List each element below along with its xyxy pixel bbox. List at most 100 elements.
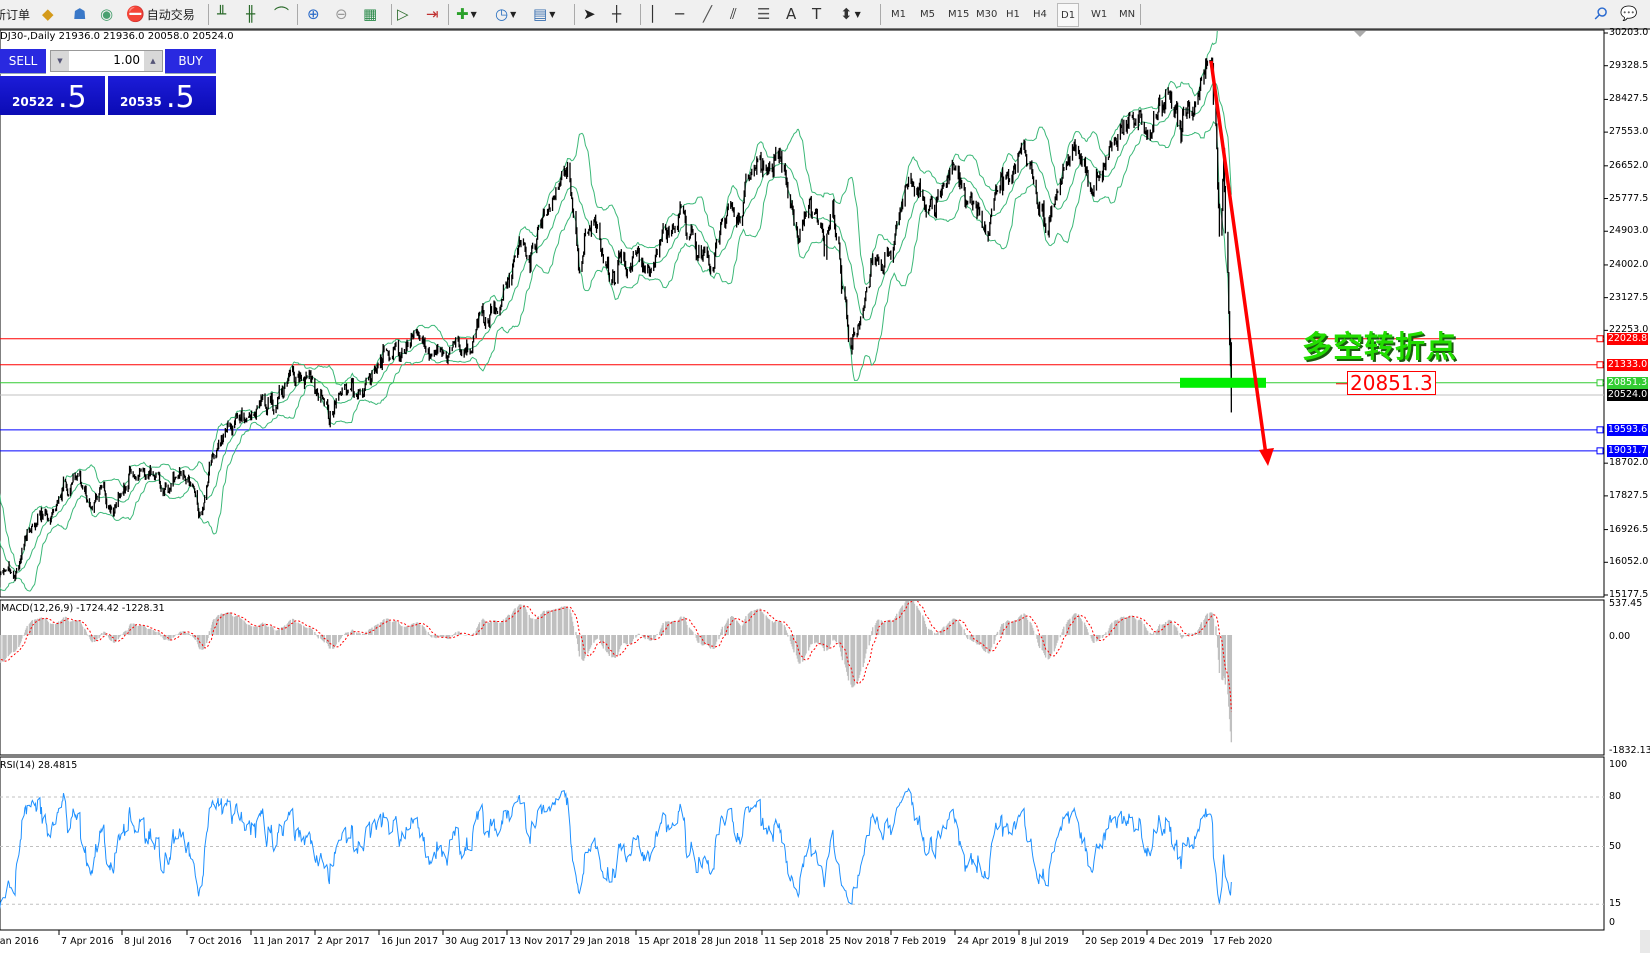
volume-decrease-button[interactable]: ▼ [51, 51, 69, 71]
zoom-out-icon[interactable]: ⊖ [335, 3, 348, 25]
date-axis-label: 7 Apr 2016 [61, 936, 114, 947]
auto-trading-button[interactable]: ⛔ 自动交易 [126, 3, 195, 25]
annotation-text[interactable]: 多空转折点 [1302, 330, 1457, 365]
bar-chart-icon[interactable]: ╨ [217, 3, 226, 25]
tile-windows-icon[interactable]: ▦ [363, 3, 377, 25]
accounts-icon[interactable]: ☗ [73, 3, 86, 25]
line-chart-icon[interactable]: ⌒ [274, 3, 289, 25]
vertical-line-icon[interactable]: │ [648, 3, 657, 25]
level-handle[interactable] [1596, 335, 1604, 343]
date-axis-label: 4 Dec 2019 [1149, 936, 1204, 947]
volume-increase-button[interactable]: ▲ [144, 51, 162, 71]
dropdown-arrow-icon[interactable]: ▼ [470, 9, 477, 19]
level-handle[interactable] [1596, 379, 1604, 387]
text-label-icon[interactable]: T [812, 3, 821, 25]
bollinger-lower [0, 120, 1232, 592]
level-price-label: 20524.0 [1607, 389, 1648, 402]
chart-title: DJ30-,Daily 21936.0 21936.0 20058.0 2052… [0, 31, 234, 42]
date-axis-label: 16 Jun 2017 [381, 936, 439, 947]
level-handle[interactable] [1596, 426, 1604, 434]
zoom-in-icon: ⊕ [307, 5, 320, 23]
annotation-price-label[interactable]: 20851.3 [1347, 371, 1436, 395]
chart-shift-marker[interactable] [1354, 31, 1366, 37]
price-axis-label: 24903.0 [1609, 225, 1649, 237]
macd-series [0, 601, 1233, 743]
down-arrow[interactable] [1209, 60, 1268, 456]
templates-icon[interactable]: ▤ ▼ [533, 3, 555, 25]
arrows-icon[interactable]: ⬍ ▼ [840, 3, 861, 25]
equidistant-channel-icon[interactable]: ⫽ [730, 3, 737, 25]
crosshair-icon[interactable]: ┼ [612, 3, 621, 25]
date-axis-label: 24 Apr 2019 [957, 936, 1016, 947]
macd-axis-label: 0.00 [1609, 631, 1631, 642]
dropdown-arrow-icon[interactable]: ▼ [510, 9, 517, 19]
text-icon[interactable]: A [786, 3, 796, 25]
timeframe-m1[interactable]: M1 [891, 8, 906, 20]
trendline-icon[interactable]: ╱ [703, 3, 712, 25]
timeframe-m30[interactable]: M30 [976, 8, 998, 20]
sell-price-box[interactable]: 20522 .5 [0, 76, 105, 115]
main-panel-frame [0, 29, 1605, 598]
price-axis-label: 15177.5 [1609, 589, 1649, 600]
price-axis-label: 16926.5 [1609, 523, 1649, 535]
periods-icon: ◷ [495, 5, 509, 23]
timeframe-h1[interactable]: H1 [1006, 8, 1020, 20]
periods-icon[interactable]: ◷ ▼ [495, 3, 516, 25]
level-handle[interactable] [1596, 361, 1604, 369]
signals-icon[interactable]: ◉ [100, 3, 113, 25]
one-click-trading-panel: SELL ▼ 1.00 ▲ BUY 20522 .5 20535 .5 [0, 49, 216, 115]
price-bars [0, 57, 1232, 582]
line-chart-icon: ⌒ [274, 5, 290, 23]
gold-icon[interactable]: ◆ [42, 3, 54, 25]
auto-scroll-icon: ▷ [397, 5, 409, 23]
timeframe-d1[interactable]: D1 [1057, 3, 1080, 27]
pivot-zone-rectangle[interactable] [1180, 377, 1266, 388]
dropdown-arrow-icon[interactable]: ▼ [854, 9, 861, 19]
new-order-button[interactable]: 新订单 [0, 3, 30, 25]
toolbar: 新订单 ◆ ☗ ◉ ⛔ 自动交易 ╨ ╫ ⌒ ⊕ ⊖ ▦ ▷ ⇥ ✚ ▼ ◷ ▼ ▤ ▼ ➤ ┼ │ ─ ╱ ⫽ ☰ A T ⬍ ▼ M1 M5… [0, 0, 1650, 30]
dropdown-arrow-icon[interactable]: ▼ [549, 9, 556, 19]
level-handle[interactable] [1596, 447, 1604, 455]
auto-scroll-icon[interactable]: ▷ [397, 3, 409, 25]
date-axis-label: 8 Jul 2019 [1021, 936, 1069, 947]
annotation-objects [1180, 60, 1347, 466]
horizontal-line-icon[interactable]: ─ [675, 3, 684, 25]
timeframe-m5[interactable]: M5 [920, 8, 935, 20]
fibonacci-icon: ☰ [757, 5, 771, 23]
indicators-icon[interactable]: ✚ ▼ [456, 3, 477, 25]
rsi-axis-label: 15 [1609, 898, 1622, 910]
price-axis-label: 16052.0 [1609, 556, 1649, 568]
price-axis-label: 25777.5 [1609, 192, 1649, 204]
candlestick-icon[interactable]: ╫ [246, 3, 255, 25]
macd-axis-label: 537.45 [1609, 597, 1643, 609]
timeframe-mn[interactable]: MN [1119, 8, 1136, 20]
rsi-axis-label: 0 [1609, 917, 1616, 928]
fibonacci-icon[interactable]: ☰ [757, 3, 770, 25]
timeframe-m15[interactable]: M15 [948, 8, 970, 20]
date-axis-ticks [58, 930, 1212, 935]
timeframe-w1[interactable]: W1 [1091, 8, 1108, 20]
buy-price-box[interactable]: 20535 .5 [108, 76, 216, 115]
volume-stepper[interactable]: ▼ 1.00 ▲ [50, 50, 163, 72]
toolbar-separator [208, 4, 209, 25]
price-axis-label: 23127.5 [1609, 291, 1649, 303]
date-axis-label: 7 Oct 2016 [189, 936, 242, 947]
rsi-axis-label: 50 [1609, 840, 1622, 852]
sell-button[interactable]: SELL [0, 49, 46, 74]
timeframe-h4[interactable]: H4 [1033, 8, 1047, 20]
panel-frames [0, 29, 1650, 953]
buy-button[interactable]: BUY [165, 49, 216, 74]
date-axis-label: 28 Jun 2018 [701, 936, 759, 947]
cursor-icon[interactable]: ➤ [583, 3, 596, 25]
zoom-in-icon[interactable]: ⊕ [307, 3, 320, 25]
chart-shift-icon[interactable]: ⇥ [426, 3, 439, 25]
arrows-icon: ⬍ [840, 5, 853, 23]
vertical-line-icon: │ [648, 5, 658, 23]
sell-price-main: 20522 [12, 95, 54, 109]
chat-icon[interactable]: 💬 [1620, 6, 1638, 22]
price-axis-label: 18702.0 [1609, 457, 1649, 469]
price-axis-label: 26652.0 [1609, 159, 1649, 171]
price-axis-label: 24002.0 [1609, 258, 1649, 270]
volume-input[interactable]: 1.00 [113, 53, 140, 67]
